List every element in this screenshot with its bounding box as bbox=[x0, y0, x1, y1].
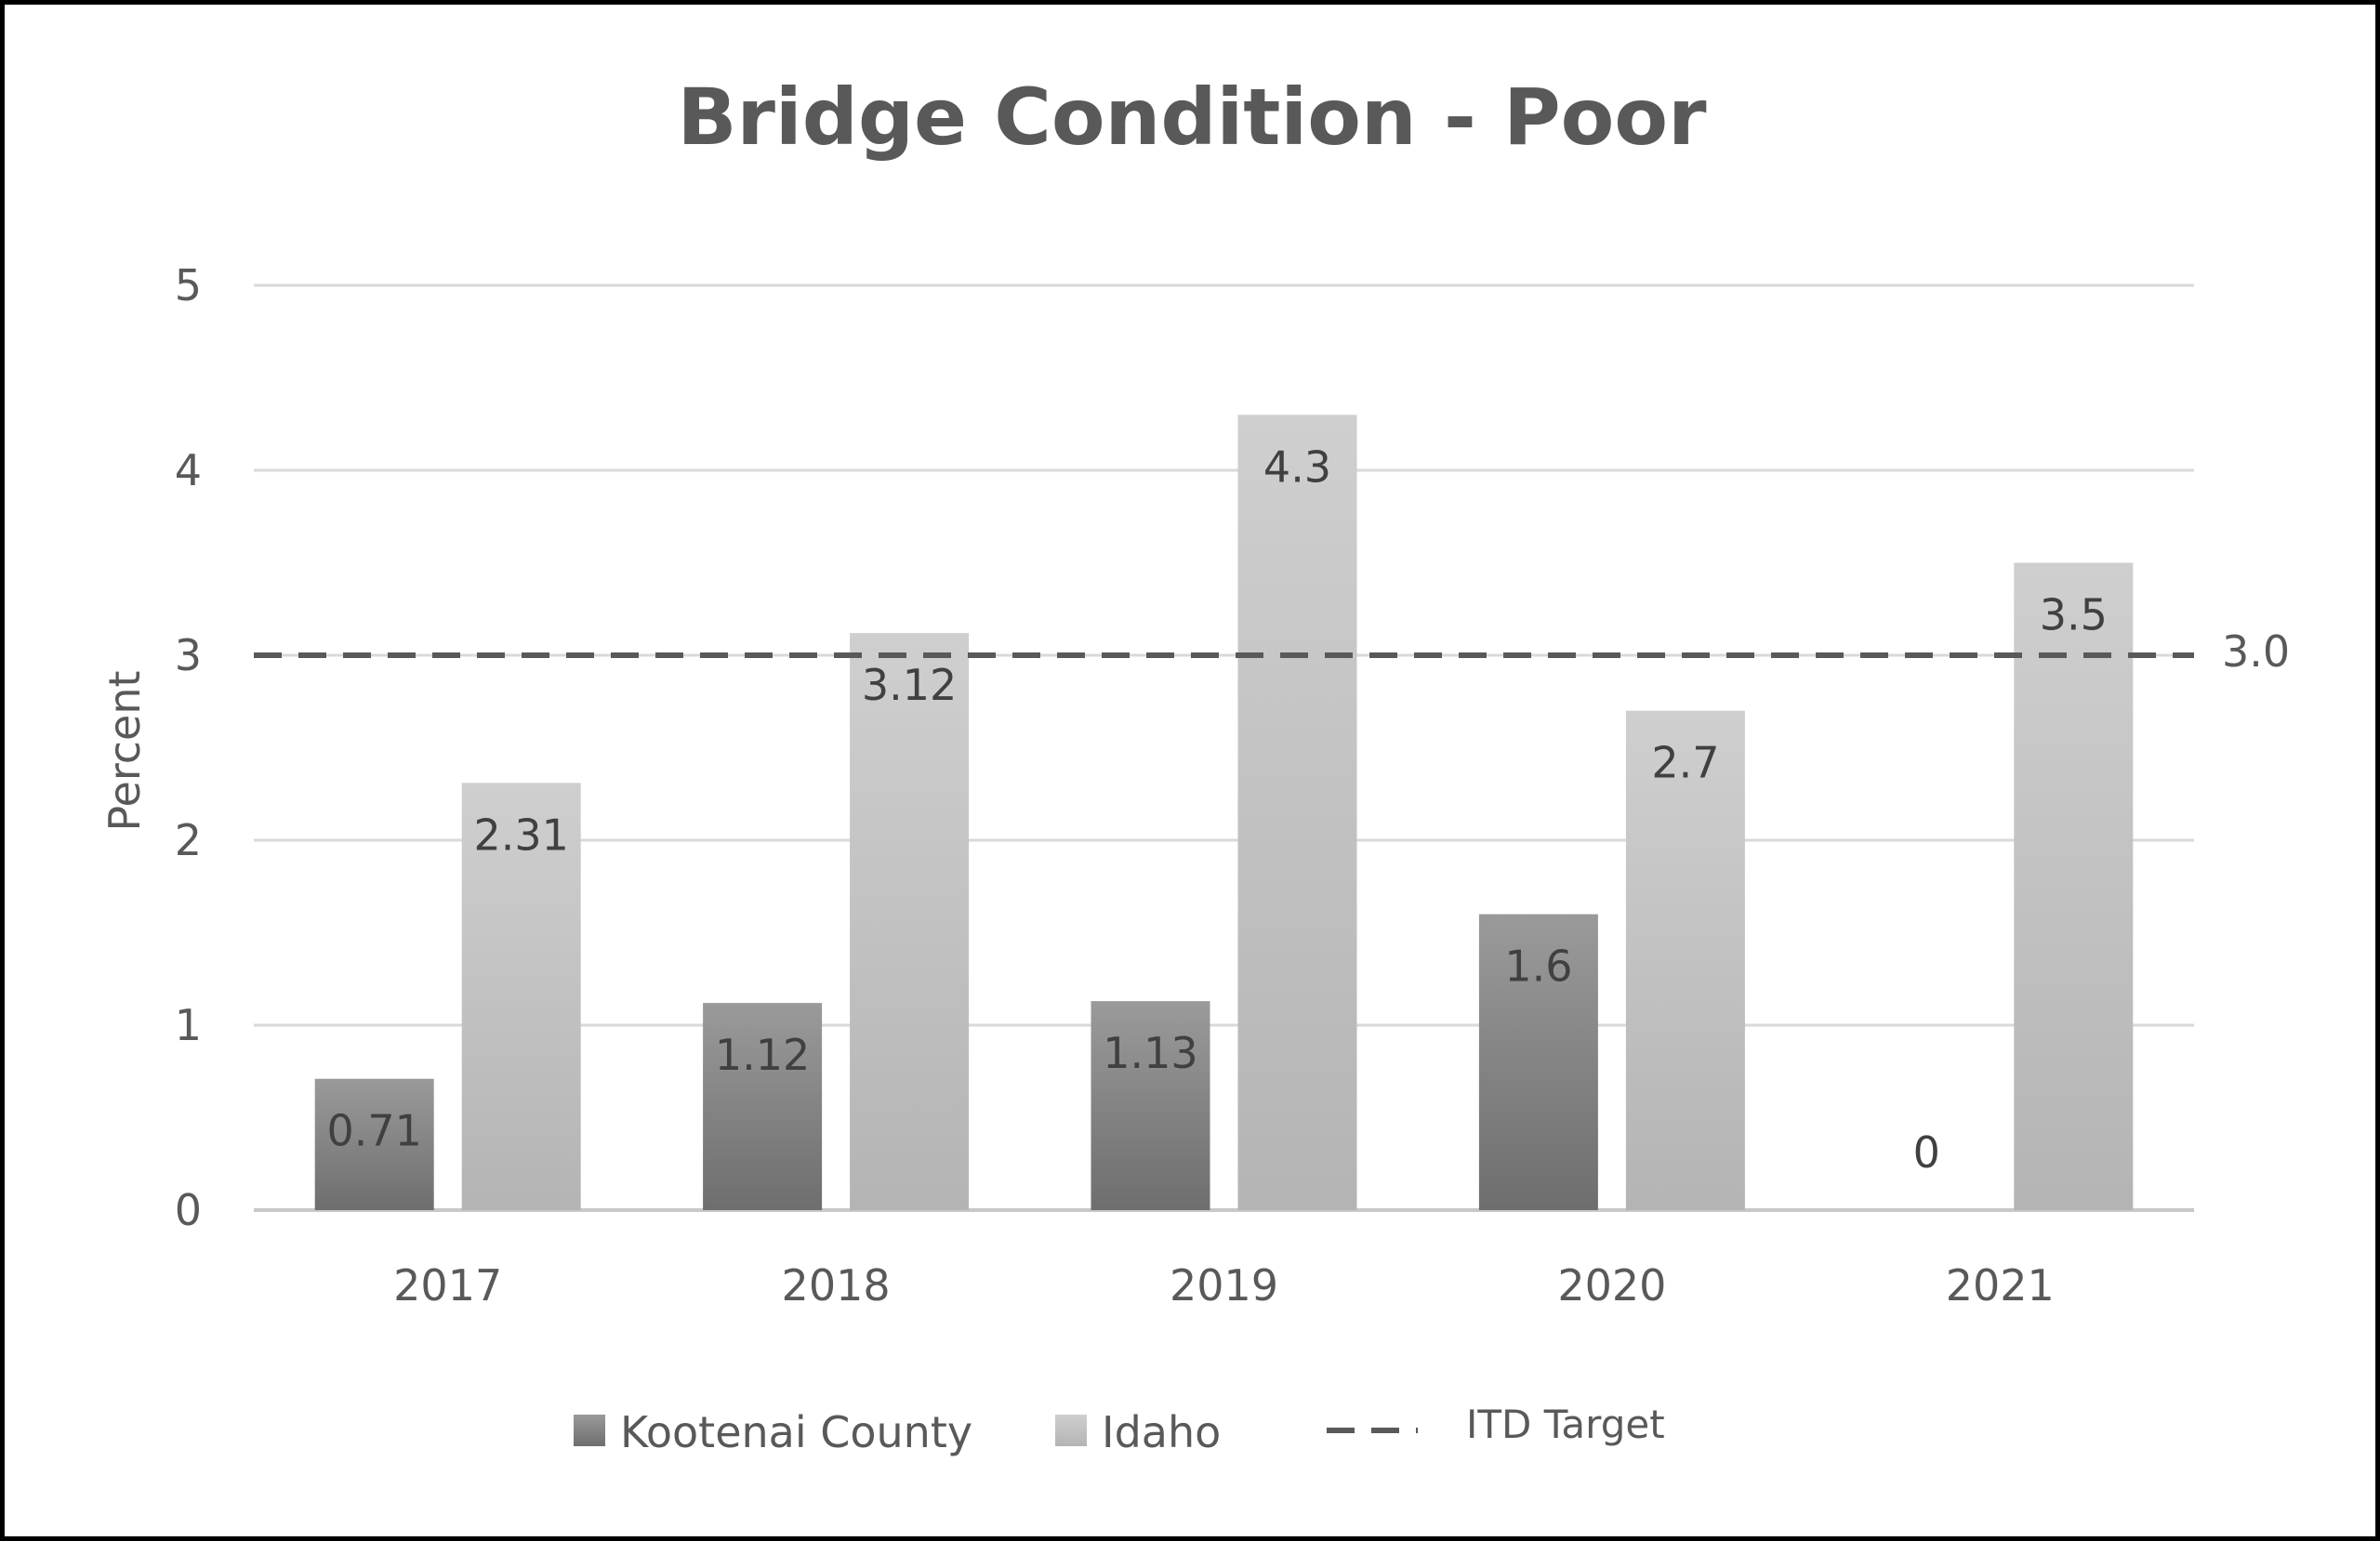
data-label-idaho-2017: 2.31 bbox=[473, 810, 568, 860]
data-label-idaho-2018: 3.12 bbox=[862, 660, 957, 710]
bar-idaho-2021 bbox=[2014, 562, 2134, 1210]
y-tick-label-1: 1 bbox=[175, 1000, 202, 1050]
y-tick-label-0: 0 bbox=[175, 1185, 202, 1235]
chart-title: Bridge Condition - Poor bbox=[677, 72, 1707, 163]
x-tick-label-2017: 2017 bbox=[393, 1260, 502, 1311]
x-tick-label-2021: 2021 bbox=[1946, 1260, 2055, 1311]
legend-label-target: ITD Target bbox=[1466, 1402, 1665, 1447]
bar-kootenai-2018 bbox=[703, 1003, 823, 1210]
x-tick-label-2020: 2020 bbox=[1557, 1260, 1666, 1311]
bars bbox=[314, 415, 2134, 1210]
bar-kootenai-2017 bbox=[314, 1078, 434, 1210]
x-tick-label-2019: 2019 bbox=[1170, 1260, 1278, 1311]
data-label-kootenai-2021: 0 bbox=[1913, 1127, 1940, 1178]
bar-idaho-2017 bbox=[461, 783, 581, 1210]
bar-chart: Bridge Condition - Poor Percent 0 1 2 3 4 5 3… bbox=[99, 72, 2290, 1457]
x-tick-label-2018: 2018 bbox=[782, 1260, 891, 1311]
y-tick-label-5: 5 bbox=[175, 260, 202, 310]
legend-swatch-idaho bbox=[1055, 1415, 1087, 1446]
bar-kootenai-2020 bbox=[1478, 914, 1598, 1210]
y-axis-ticks: 0 1 2 3 4 5 bbox=[175, 260, 202, 1235]
bar-idaho-2019 bbox=[1237, 415, 1357, 1210]
y-axis-label: Percent bbox=[99, 670, 150, 831]
data-label-idaho-2020: 2.7 bbox=[1651, 738, 1719, 788]
itd-target-value-label: 3.0 bbox=[2222, 626, 2290, 677]
legend-label-kootenai: Kootenai County bbox=[620, 1407, 972, 1457]
bar-idaho-2018 bbox=[850, 633, 970, 1210]
legend: Kootenai County Idaho ITD Target bbox=[574, 1402, 1665, 1457]
itd-target-line: 3.0 bbox=[254, 626, 2290, 677]
data-label-kootenai-2019: 1.13 bbox=[1103, 1028, 1197, 1078]
legend-swatch-kootenai bbox=[574, 1415, 605, 1446]
data-label-idaho-2021: 3.5 bbox=[2040, 590, 2108, 640]
x-axis-ticks: 2017 2018 2019 2020 2021 bbox=[393, 1260, 2055, 1311]
data-label-idaho-2019: 4.3 bbox=[1263, 441, 1331, 492]
data-label-kootenai-2018: 1.12 bbox=[715, 1030, 810, 1080]
data-label-kootenai-2020: 1.6 bbox=[1504, 942, 1572, 992]
legend-label-idaho: Idaho bbox=[1102, 1407, 1221, 1457]
y-tick-label-4: 4 bbox=[175, 445, 202, 495]
bar-idaho-2020 bbox=[1625, 710, 1745, 1210]
bar-kootenai-2019 bbox=[1091, 1001, 1210, 1210]
y-tick-label-2: 2 bbox=[175, 815, 202, 865]
data-label-kootenai-2017: 0.71 bbox=[326, 1106, 421, 1156]
y-tick-label-3: 3 bbox=[175, 630, 202, 680]
data-labels: 0.71 2.31 1.12 3.12 1.13 4.3 1.6 2.7 0 3.5 bbox=[326, 441, 2107, 1178]
